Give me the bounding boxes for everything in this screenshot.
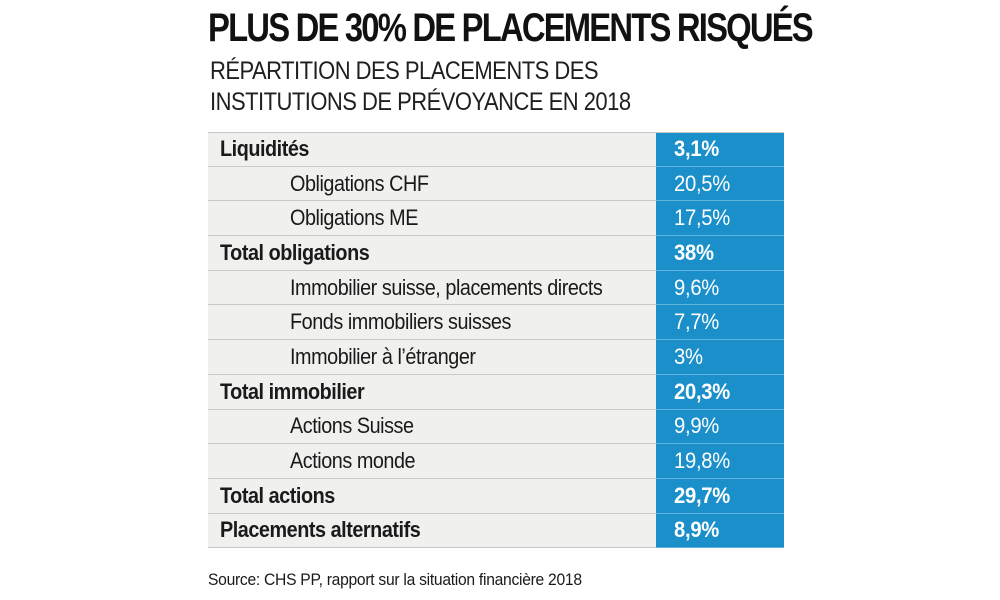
row-value-cell: 38% (656, 236, 784, 271)
row-label-cell: Immobilier à l’étranger (208, 340, 656, 374)
row-label: Immobilier suisse, placements directs (290, 274, 603, 300)
row-value-cell: 9,9% (656, 409, 784, 445)
row-label: Total obligations (220, 239, 370, 265)
row-value: 20,5% (674, 170, 731, 196)
row-value-cell: 20,3% (656, 374, 784, 410)
row-label-cell: Obligations CHF (208, 166, 656, 201)
table-row: Obligations CHF 20,5% (208, 166, 784, 202)
row-value-cell: 20,5% (656, 166, 784, 202)
row-label: Fonds immobiliers suisses (290, 309, 511, 335)
row-value-cell: 19,8% (656, 444, 784, 479)
row-value: 20,3% (674, 378, 731, 404)
row-value: 29,7% (674, 482, 731, 508)
row-label-cell: Fonds immobiliers suisses (208, 305, 656, 340)
row-value-cell: 3% (656, 340, 784, 375)
chart-subtitle: RÉPARTITION DES PLACEMENTS DES INSTITUTI… (210, 57, 631, 116)
row-label: Actions Suisse (290, 413, 414, 439)
row-label-cell: Actions monde (208, 444, 656, 478)
chart-title: PLUS DE 30% DE PLACEMENTS RISQUÉS (208, 6, 814, 50)
row-value: 9,9% (674, 413, 720, 439)
row-value-cell: 8,9% (656, 513, 784, 549)
row-label-cell: Total actions (208, 478, 656, 513)
table-row: Liquidités 3,1% (208, 132, 784, 167)
row-label: Actions monde (290, 448, 416, 474)
row-label-cell: Total immobilier (208, 374, 656, 409)
row-value: 19,8% (674, 448, 731, 474)
row-label-cell: Total obligations (208, 236, 656, 270)
row-label: Obligations ME (290, 205, 418, 231)
row-label-cell: Actions Suisse (208, 409, 656, 444)
row-label: Total actions (220, 482, 335, 508)
row-label: Total immobilier (220, 378, 365, 404)
row-value: 3% (674, 343, 703, 369)
table-row: Total obligations 38% (208, 236, 784, 271)
table-row: Total immobilier 20,3% (208, 374, 784, 410)
row-value-cell: 7,7% (656, 305, 784, 341)
table-row: Obligations ME 17,5% (208, 201, 784, 237)
row-label-cell: Immobilier suisse, placements directs (208, 270, 656, 305)
row-value: 38% (674, 239, 714, 265)
row-value-cell: 9,6% (656, 270, 784, 306)
row-label: Obligations CHF (290, 170, 429, 196)
table-row: Immobilier à l’étranger 3% (208, 340, 784, 375)
source-note: Source: CHS PP, rapport sur la situation… (208, 570, 582, 589)
table-row: Placements alternatifs 8,9% (208, 513, 784, 549)
row-label: Liquidités (220, 136, 310, 162)
table-row: Fonds immobiliers suisses 7,7% (208, 305, 784, 341)
row-value-cell: 3,1% (656, 133, 784, 167)
table-row: Immobilier suisse, placements directs 9,6… (208, 270, 784, 306)
table-row: Actions monde 19,8% (208, 444, 784, 479)
allocation-table: Liquidités 3,1% Obligations CHF 20,5% Obliga… (208, 132, 784, 549)
row-label: Immobilier à l’étranger (290, 343, 476, 369)
row-value-cell: 17,5% (656, 201, 784, 237)
table-row: Actions Suisse 9,9% (208, 409, 784, 445)
row-label-cell: Obligations ME (208, 201, 656, 236)
row-value: 9,6% (674, 274, 720, 300)
row-value: 17,5% (674, 205, 731, 231)
row-value: 7,7% (674, 309, 720, 335)
row-label-cell: Placements alternatifs (208, 513, 656, 548)
table-row: Total actions 29,7% (208, 478, 784, 514)
row-label-cell: Liquidités (208, 133, 656, 166)
row-label: Placements alternatifs (220, 517, 421, 543)
row-value: 8,9% (674, 517, 720, 543)
row-value-cell: 29,7% (656, 478, 784, 514)
row-value: 3,1% (674, 136, 720, 162)
